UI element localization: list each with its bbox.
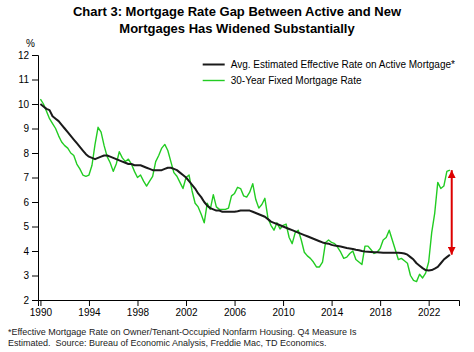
x-tick: 2022 bbox=[418, 300, 441, 318]
x-tick-label: 1994 bbox=[78, 307, 101, 318]
footnote-line: Estimated. Source: Bureau of Economic An… bbox=[8, 338, 326, 348]
x-tick: 2002 bbox=[175, 300, 198, 318]
y-tick: 9 bbox=[23, 123, 38, 134]
y-tick: 3 bbox=[23, 270, 38, 281]
footnote-line: *Effective Mortgage Rate on Owner/Tenant… bbox=[8, 327, 357, 337]
y-tick-label: 7 bbox=[23, 172, 29, 183]
y-tick: 4 bbox=[23, 246, 38, 257]
x-tick-label: 2022 bbox=[418, 307, 441, 318]
x-tick-mark bbox=[40, 300, 41, 306]
x-tick: 1998 bbox=[127, 300, 150, 318]
y-tick-mark bbox=[32, 227, 38, 228]
y-tick-label: 6 bbox=[23, 197, 29, 208]
y-tick-label: 2 bbox=[23, 295, 29, 306]
y-tick-label: 3 bbox=[23, 270, 29, 281]
y-tick: 10 bbox=[18, 99, 38, 110]
x-tick-label: 2014 bbox=[321, 307, 344, 318]
y-tick: 11 bbox=[19, 74, 38, 85]
plot-area bbox=[40, 99, 451, 282]
x-tick-mark bbox=[89, 300, 90, 306]
legend-swatch bbox=[203, 64, 225, 66]
x-axis: 1990 1994 1998 2002 2006 2010 2014 2018 2022 bbox=[30, 300, 460, 318]
y-tick-mark bbox=[32, 251, 38, 252]
y-tick-mark bbox=[32, 104, 38, 105]
y-tick-mark bbox=[32, 129, 38, 130]
y-tick-mark bbox=[32, 300, 38, 301]
y-tick: 2 bbox=[23, 295, 38, 306]
x-tick-label: 2018 bbox=[370, 307, 393, 318]
y-tick-label: 9 bbox=[23, 123, 29, 134]
chart: Chart 3: Mortgage Rate Gap Between Activ… bbox=[0, 0, 474, 352]
y-tick-mark bbox=[32, 178, 38, 179]
y-tick-mark bbox=[32, 80, 38, 81]
y-tick: 6 bbox=[23, 197, 38, 208]
x-tick: 2010 bbox=[272, 300, 295, 318]
x-tick-mark bbox=[137, 300, 138, 306]
legend-label: Avg. Estimated Effective Rate on Active … bbox=[231, 59, 455, 70]
y-tick-mark bbox=[32, 202, 38, 203]
y-tick-label: 5 bbox=[23, 221, 29, 232]
y-tick-label: 8 bbox=[23, 148, 29, 159]
x-tick-mark bbox=[429, 300, 430, 306]
x-tick-mark bbox=[380, 300, 381, 306]
x-tick-label: 1998 bbox=[127, 307, 150, 318]
x-tick-mark bbox=[283, 300, 284, 306]
y-tick-label: 12 bbox=[18, 50, 30, 61]
y-tick-mark bbox=[32, 55, 38, 56]
y-tick-mark bbox=[32, 276, 38, 277]
x-tick-label: 2002 bbox=[175, 307, 198, 318]
legend-item: Avg. Estimated Effective Rate on Active … bbox=[203, 59, 455, 70]
legend-label: 30-Year Fixed Mortgage Rate bbox=[231, 75, 362, 86]
y-tick-label: 10 bbox=[18, 99, 30, 110]
gap-arrow bbox=[451, 170, 453, 255]
x-tick-label: 2010 bbox=[272, 307, 295, 318]
x-tick: 1994 bbox=[78, 300, 101, 318]
y-tick-label: 4 bbox=[23, 246, 29, 257]
x-tick-mark bbox=[186, 300, 187, 306]
x-tick: 2006 bbox=[224, 300, 247, 318]
x-tick-label: 1990 bbox=[30, 307, 53, 318]
title-line: Mortgages Has Widened Substantially bbox=[119, 21, 355, 36]
x-tick: 2014 bbox=[321, 300, 344, 318]
y-tick: 5 bbox=[23, 221, 38, 232]
y-axis-label: % bbox=[26, 38, 35, 49]
legend: Avg. Estimated Effective Rate on Active … bbox=[203, 59, 455, 86]
x-tick-label: 2006 bbox=[224, 307, 247, 318]
y-tick-label: 11 bbox=[19, 74, 30, 85]
x-tick-mark bbox=[332, 300, 333, 306]
y-tick: 7 bbox=[23, 172, 38, 183]
footnote: *Effective Mortgage Rate on Owner/Tenant… bbox=[8, 327, 357, 348]
x-tick: 2018 bbox=[370, 300, 393, 318]
series-line bbox=[40, 99, 449, 282]
title: Chart 3: Mortgage Rate Gap Between Activ… bbox=[73, 4, 402, 36]
legend-item: 30-Year Fixed Mortgage Rate bbox=[203, 75, 362, 86]
x-axis-line bbox=[39, 301, 460, 307]
y-tick-mark bbox=[32, 153, 38, 154]
x-tick-mark bbox=[235, 300, 236, 306]
y-tick: 12 bbox=[18, 50, 38, 61]
y-axis: 2 3 4 5 6 7 8 9 10 11 12 bbox=[18, 50, 39, 306]
x-tick: 1990 bbox=[30, 300, 53, 318]
series-line bbox=[40, 104, 449, 271]
legend-swatch bbox=[203, 80, 225, 81]
y-tick: 8 bbox=[23, 148, 38, 159]
title-line: Chart 3: Mortgage Rate Gap Between Activ… bbox=[73, 4, 402, 19]
y-axis-line bbox=[32, 56, 39, 301]
